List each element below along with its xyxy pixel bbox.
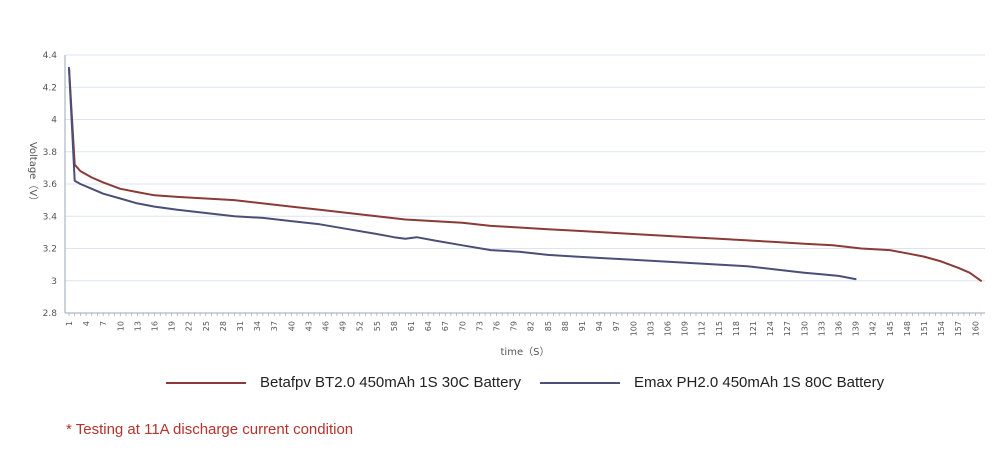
- x-tick-label: 19: [168, 321, 177, 331]
- y-axis-label: Voltage（V）: [27, 142, 39, 206]
- x-tick-label: 118: [732, 321, 741, 336]
- x-tick-label: 91: [578, 321, 587, 331]
- x-tick-label: 58: [390, 321, 399, 331]
- x-tick-label: 70: [458, 321, 467, 331]
- x-tick-label: 85: [544, 321, 553, 331]
- x-tick-label: 37: [270, 321, 279, 331]
- x-tick-label: 4: [82, 321, 91, 326]
- x-tick-label: 157: [954, 321, 963, 336]
- x-tick-label: 76: [493, 321, 502, 331]
- x-tick-label: 73: [475, 321, 484, 331]
- x-tick-label: 82: [527, 321, 536, 331]
- x-tick-label: 40: [287, 321, 296, 331]
- y-tick-label: 3: [51, 277, 57, 287]
- x-tick-label: 10: [116, 321, 125, 331]
- x-tick-label: 28: [219, 321, 228, 331]
- x-tick-label: 115: [715, 321, 724, 336]
- y-axis-ticks: 2.8 3 3.2 3.4 3.6 3.8 4 4.2 4.4: [43, 51, 58, 319]
- x-tick-label: 133: [817, 321, 826, 336]
- legend-item-emax: Emax PH2.0 450mAh 1S 80C Battery: [540, 374, 884, 391]
- x-tick-label: 127: [783, 321, 792, 336]
- x-tick-label: 121: [749, 321, 758, 336]
- legend-swatch-betafpv: [166, 381, 246, 384]
- x-tick-label: 154: [937, 321, 946, 336]
- x-tick-label: 79: [510, 321, 519, 331]
- x-tick-label: 106: [664, 321, 673, 336]
- x-tick-label: 43: [304, 321, 313, 331]
- x-tick-label: 34: [253, 321, 262, 331]
- y-tick-label: 3.4: [43, 212, 58, 222]
- x-tick-label: 124: [766, 321, 775, 336]
- y-tick-label: 3.8: [43, 148, 58, 158]
- x-tick-label: 55: [373, 321, 382, 331]
- x-tick-label: 7: [99, 321, 108, 326]
- gridlines: [65, 54, 985, 282]
- x-tick-label: 139: [852, 321, 861, 336]
- x-tick-label: 64: [424, 321, 433, 331]
- legend-label-emax: Emax PH2.0 450mAh 1S 80C Battery: [634, 374, 885, 391]
- x-tick-label: 148: [903, 321, 912, 336]
- series-line-0: [68, 66, 982, 282]
- x-axis-label: time（S）: [501, 346, 550, 358]
- y-tick-label: 3.2: [43, 245, 57, 255]
- legend-label-betafpv: Betafpv BT2.0 450mAh 1S 30C Battery: [260, 374, 521, 391]
- x-tick-label: 136: [835, 321, 844, 336]
- x-tick-label: 49: [339, 321, 348, 331]
- x-tick-label: 52: [356, 321, 365, 331]
- x-tick-label: 130: [800, 321, 809, 336]
- series-lines: [68, 66, 982, 282]
- x-tick-label: 160: [971, 321, 980, 336]
- x-tick-label: 16: [151, 321, 160, 331]
- x-tick-label: 31: [236, 321, 245, 331]
- y-tick-label: 4.4: [43, 51, 58, 61]
- x-tick-label: 13: [133, 321, 142, 331]
- legend-swatch-emax: [540, 381, 620, 384]
- x-tick-label: 22: [185, 321, 194, 331]
- legend-item-betafpv: Betafpv BT2.0 450mAh 1S 30C Battery: [166, 374, 521, 391]
- y-tick-label: 4.2: [43, 83, 57, 93]
- x-tick-label: 97: [612, 321, 621, 331]
- x-tick-label: 67: [441, 321, 450, 331]
- x-axis-ticks: 1 4 7 10 13 16 19 22 25 28 31 34 37 40 43 46 49 52 55 58 61 6…: [65, 313, 982, 336]
- x-tick-label: 103: [646, 321, 655, 336]
- x-tick-label: 100: [629, 321, 638, 336]
- x-tick-label: 61: [407, 321, 416, 331]
- x-tick-label: 109: [681, 321, 690, 336]
- x-tick-label: 25: [202, 321, 211, 331]
- testing-condition-note: * Testing at 11A discharge current condi…: [66, 421, 354, 438]
- series-line-1: [68, 66, 857, 281]
- x-tick-label: 142: [869, 321, 878, 336]
- x-tick-label: 46: [322, 321, 331, 331]
- x-tick-label: 145: [886, 321, 895, 336]
- discharge-chart: 2.8 3 3.2 3.4 3.6 3.8 4 4.2 4.4 1 4 7 10 13 16 19 22 25 2…: [27, 51, 985, 358]
- y-tick-label: 3.6: [43, 180, 58, 190]
- x-tick-label: 112: [698, 321, 707, 336]
- x-tick-label: 151: [920, 321, 929, 336]
- legend: Betafpv BT2.0 450mAh 1S 30C Battery Emax…: [0, 374, 1001, 396]
- x-tick-label: 88: [561, 321, 570, 331]
- x-tick-label: 94: [595, 321, 604, 331]
- y-tick-label: 4: [51, 116, 57, 126]
- x-tick-label: 1: [65, 321, 74, 326]
- y-tick-label: 2.8: [43, 309, 58, 319]
